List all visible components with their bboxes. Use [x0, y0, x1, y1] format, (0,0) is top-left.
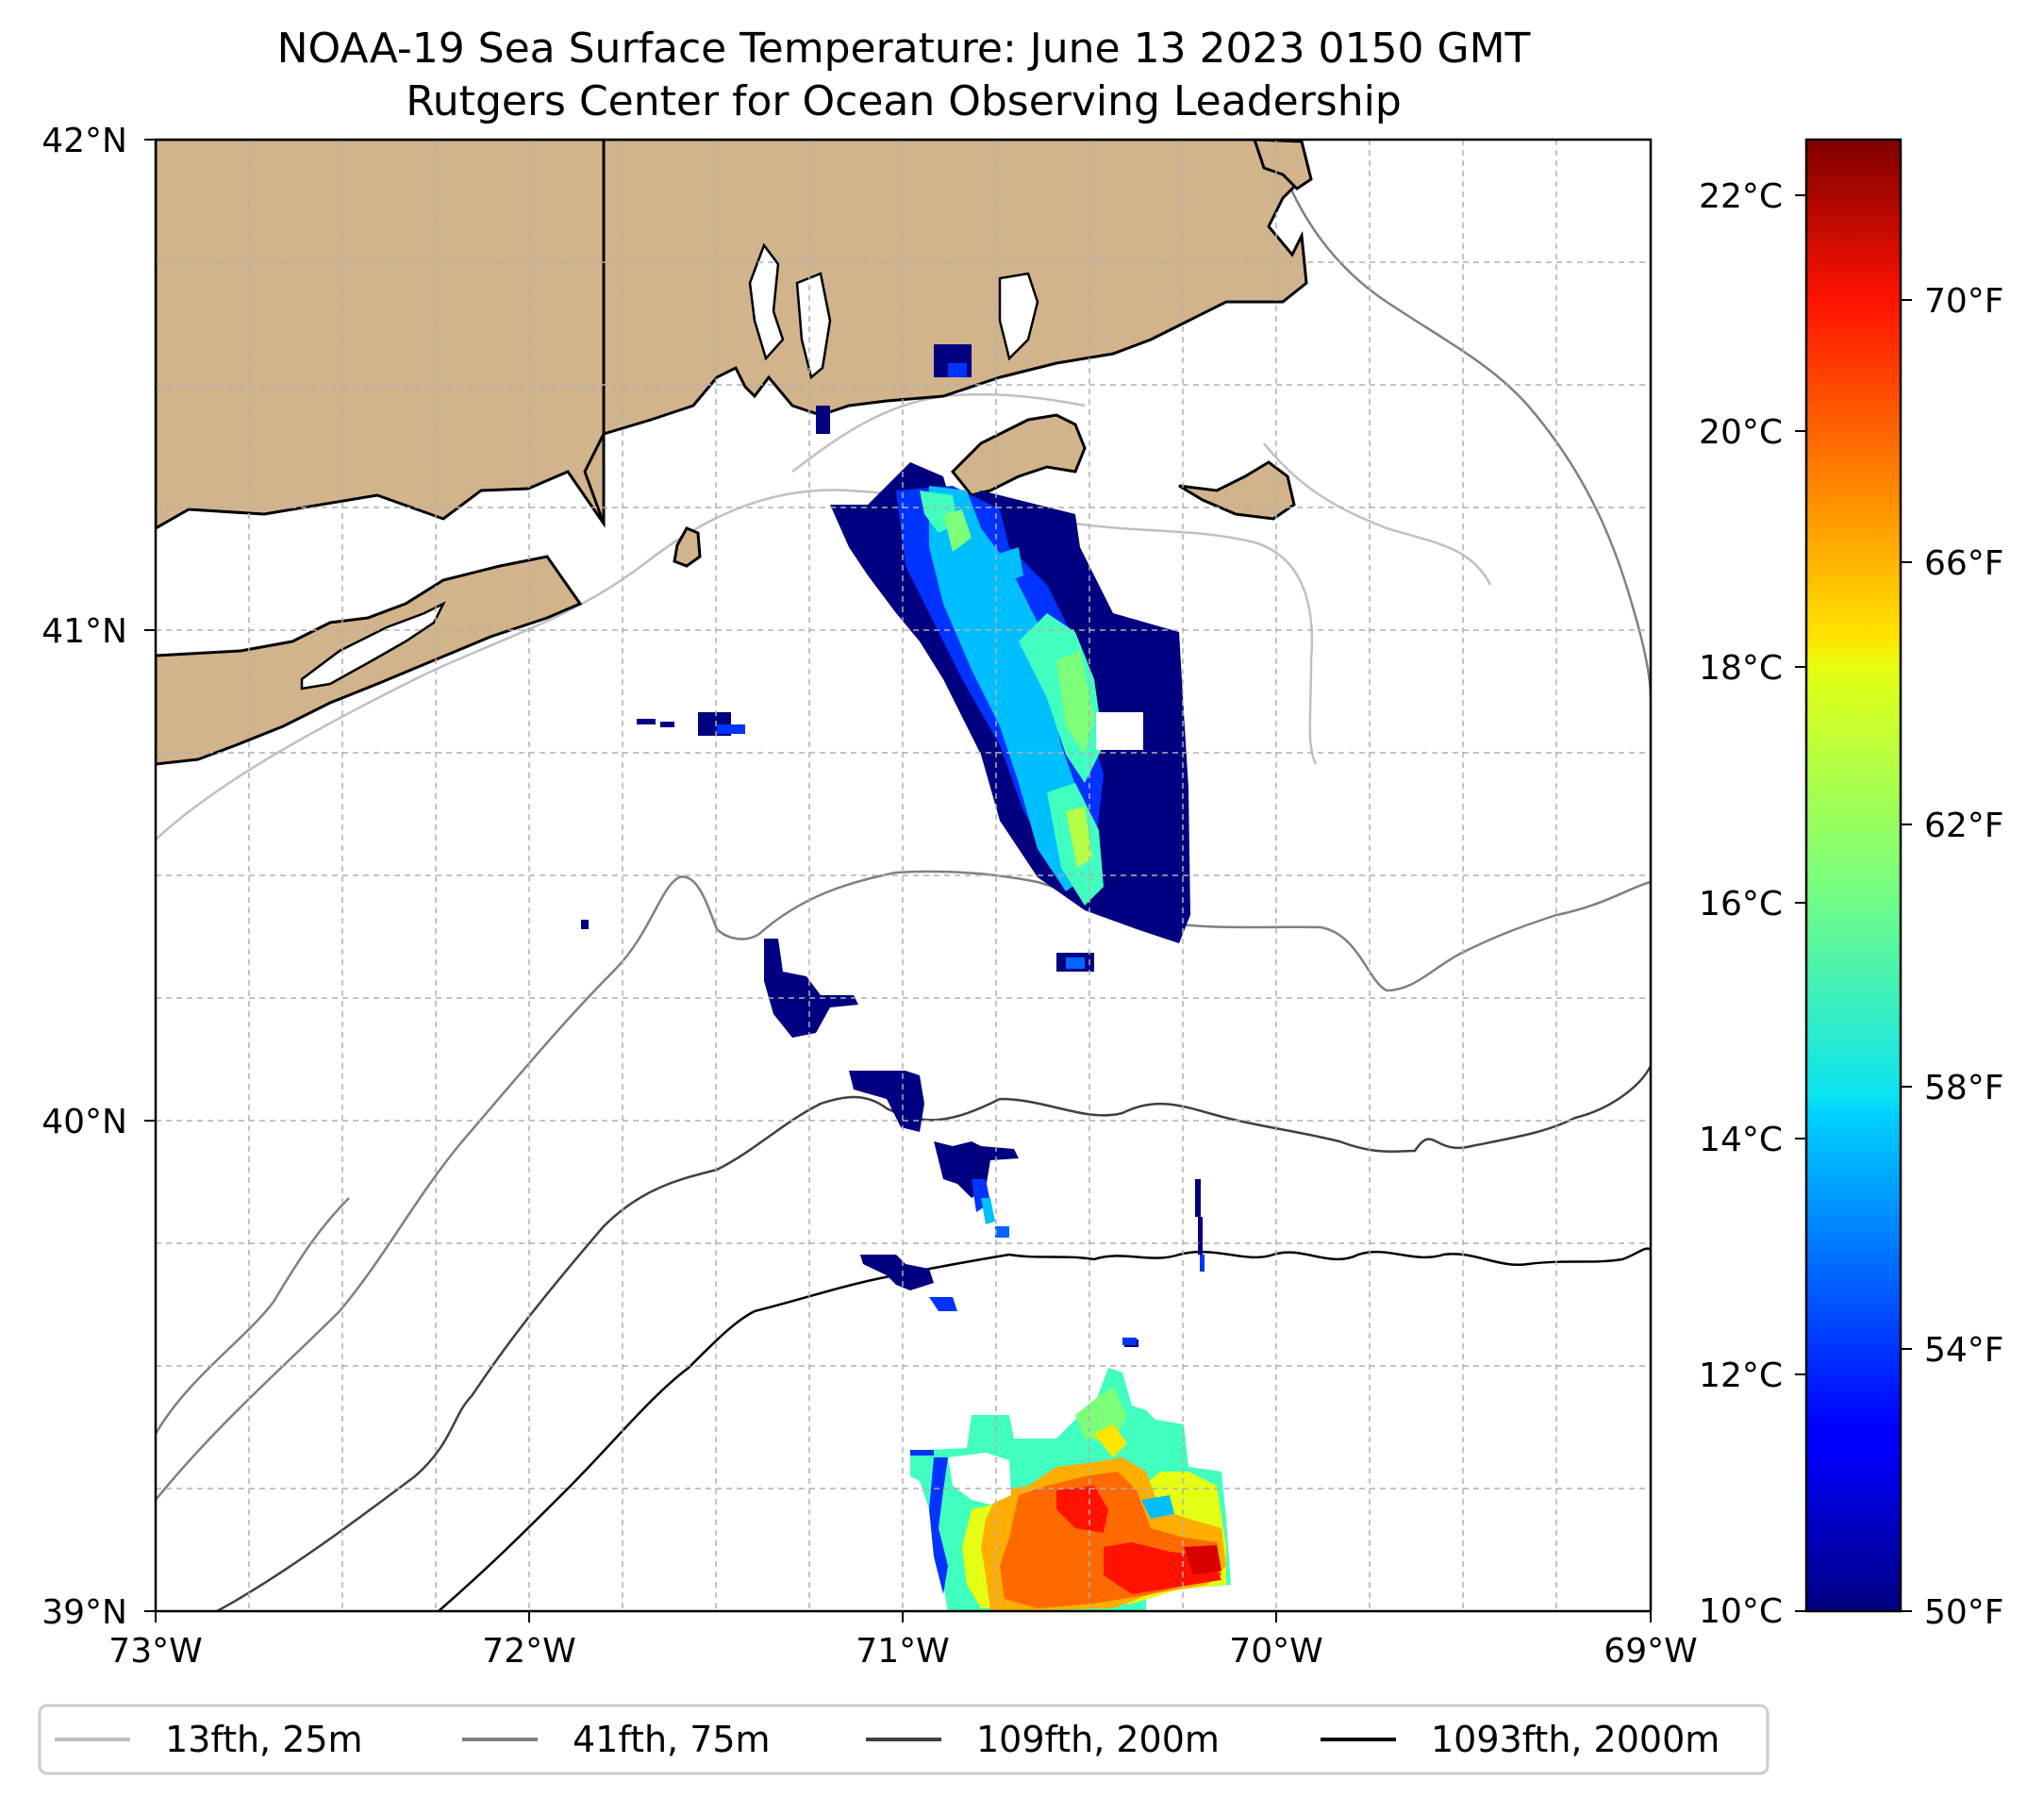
- y-tick-label: 39°N: [42, 1593, 127, 1632]
- title-line-2: Rutgers Center for Ocean Observing Leade…: [406, 77, 1402, 125]
- colorbar-fahrenheit-label: 50°F: [1924, 1593, 2004, 1632]
- colorbar-celsius-label: 14°C: [1699, 1121, 1783, 1159]
- colorbar-celsius-label: 16°C: [1699, 885, 1783, 923]
- colorbar-fahrenheit-label: 62°F: [1924, 807, 2004, 845]
- colorbar-celsius-label: 10°C: [1699, 1592, 1783, 1631]
- legend-label: 1093fth, 2000m: [1431, 1719, 1720, 1760]
- legend-label: 41fth, 75m: [573, 1719, 771, 1760]
- sst-plume-north: [581, 344, 1190, 972]
- x-tick-label: 70°W: [1229, 1632, 1322, 1671]
- legend-label: 109fth, 200m: [976, 1719, 1220, 1760]
- land-southern-new-england: [156, 140, 606, 530]
- colorbar-celsius-label: 18°C: [1699, 649, 1783, 688]
- land-block-island: [673, 526, 702, 568]
- colorbar-fahrenheit-label: 54°F: [1924, 1331, 2004, 1370]
- colorbar-celsius-label: 12°C: [1699, 1356, 1783, 1395]
- land-masses: [156, 140, 1313, 766]
- colorbar-fahrenheit-label: 66°F: [1924, 544, 2004, 583]
- colorbar-fahrenheit-label: 58°F: [1924, 1069, 2004, 1107]
- map-area: [156, 140, 1651, 1611]
- y-tick-label: 41°N: [42, 612, 127, 651]
- axis-tick-marks: [144, 139, 1652, 1622]
- legend: 13fth, 25m 41fth, 75m 109fth, 200m 1093f…: [38, 1704, 1770, 1775]
- land-cape-cod: [1253, 140, 1313, 191]
- y-axis-labels: 42°N 41°N 40°N 39°N: [42, 122, 127, 1632]
- colorbar: 22°C 20°C 18°C 16°C 14°C 12°C 10°C 70°F …: [1699, 138, 2004, 1632]
- y-tick-label: 40°N: [42, 1103, 127, 1141]
- colorbar-gradient: [1804, 138, 1903, 1613]
- coastal-water-cuts: [300, 242, 1039, 691]
- contour-75m: [156, 141, 1651, 1501]
- x-tick-label: 71°W: [856, 1632, 949, 1671]
- colorbar-celsius-label: 20°C: [1699, 413, 1783, 452]
- contour-2000m: [438, 1247, 1651, 1611]
- colorbar-fahrenheit-label: 70°F: [1924, 282, 2004, 321]
- colorbar-celsius-label: 22°C: [1699, 177, 1783, 216]
- legend-label: 13fth, 25m: [165, 1719, 363, 1760]
- contour-200m: [216, 1065, 1651, 1611]
- x-tick-label: 69°W: [1604, 1632, 1697, 1671]
- land-rhode-island-mass: [583, 140, 1308, 524]
- x-tick-label: 73°W: [108, 1632, 202, 1671]
- x-axis-labels: 73°W 72°W 71°W 70°W 69°W: [108, 1632, 1697, 1671]
- sst-warm-core: [910, 1338, 1231, 1611]
- land-marthas-vineyard: [950, 413, 1087, 497]
- y-tick-label: 42°N: [42, 122, 127, 160]
- gridlines: [156, 140, 1651, 1611]
- title-line-1: NOAA-19 Sea Surface Temperature: June 13…: [277, 25, 1531, 73]
- x-tick-label: 72°W: [482, 1632, 575, 1671]
